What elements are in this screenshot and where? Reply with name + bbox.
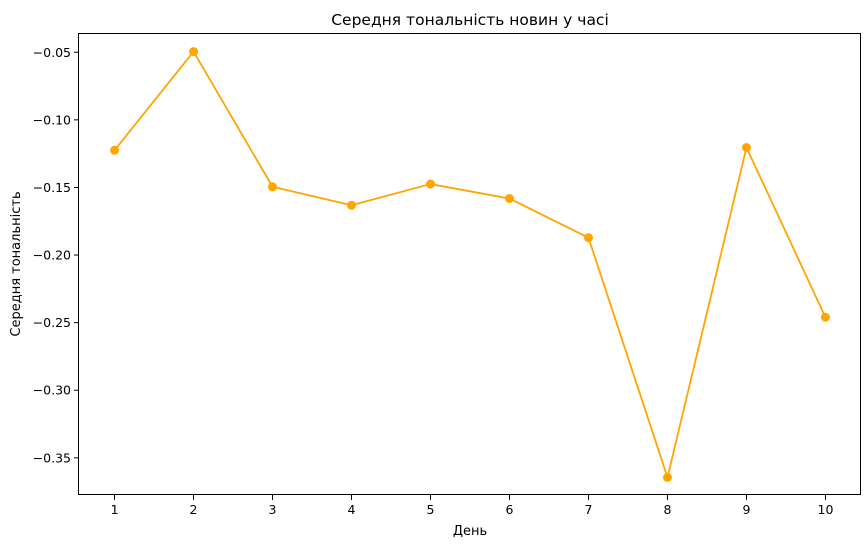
data-point xyxy=(820,312,830,322)
chart-title: Середня тональність новин у часі xyxy=(331,11,609,29)
data-point xyxy=(741,143,751,153)
x-tick-label: 4 xyxy=(348,502,356,517)
data-point xyxy=(347,200,357,210)
data-point xyxy=(662,472,672,482)
y-axis-label: Середня тональність xyxy=(9,191,24,336)
data-point xyxy=(583,233,593,243)
x-axis: 1 2 3 4 5 6 7 8 9 10 xyxy=(111,495,834,517)
x-tick-label: 6 xyxy=(506,502,514,517)
plot-frame xyxy=(78,33,861,495)
series-layer xyxy=(110,47,830,482)
y-axis: −0.35 −0.30 −0.25 −0.20 −0.15 −0.10 −0.05 xyxy=(33,45,79,465)
y-tick-label: −0.35 xyxy=(33,450,71,465)
data-point xyxy=(268,182,278,192)
x-tick-label: 8 xyxy=(663,502,671,517)
y-tick-label: −0.25 xyxy=(33,315,71,330)
data-point xyxy=(189,47,199,57)
data-point xyxy=(504,194,514,204)
data-point xyxy=(110,145,120,155)
x-tick-label: 10 xyxy=(818,502,834,517)
x-axis-label: День xyxy=(453,524,487,539)
x-tick-label: 1 xyxy=(111,502,119,517)
series-line xyxy=(113,50,827,479)
y-tick-label: −0.20 xyxy=(33,248,71,263)
y-tick-label: −0.30 xyxy=(33,383,71,398)
data-point xyxy=(426,179,436,189)
x-tick-label: 9 xyxy=(742,502,750,517)
x-tick-label: 7 xyxy=(585,502,593,517)
x-tick-label: 5 xyxy=(427,502,435,517)
x-tick-label: 3 xyxy=(269,502,277,517)
y-tick-label: −0.15 xyxy=(33,180,71,195)
y-tick-label: −0.05 xyxy=(33,45,71,60)
x-tick-label: 2 xyxy=(190,502,198,517)
y-tick-label: −0.10 xyxy=(33,112,71,127)
